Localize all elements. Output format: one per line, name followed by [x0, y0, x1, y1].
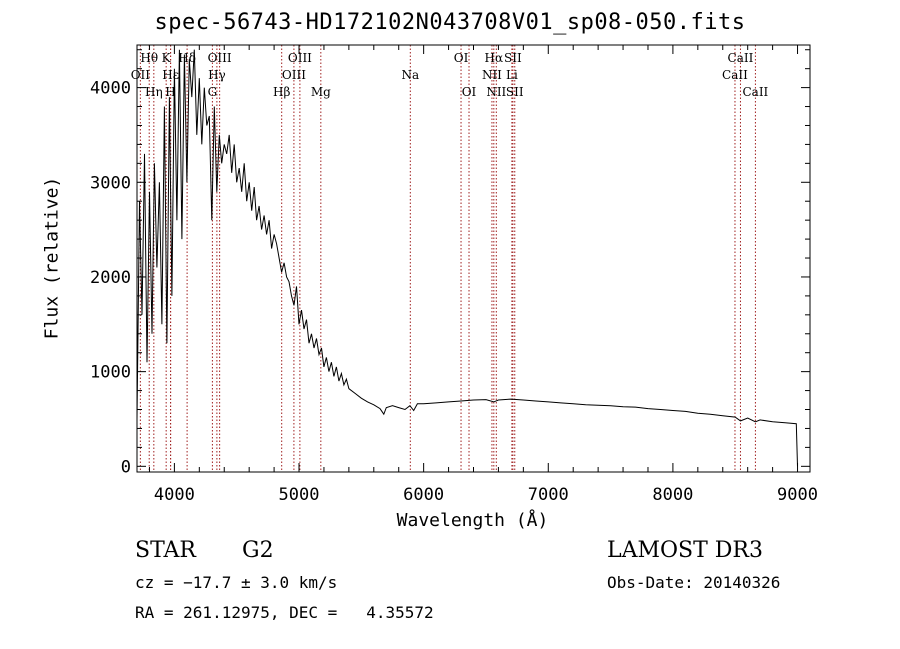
y-tick-label: 4000	[90, 79, 131, 99]
line-marker-label-0: OII	[131, 68, 151, 82]
line-marker-label-11: OIII	[282, 68, 306, 82]
x-axis-label: Wavelength (Å)	[396, 510, 549, 531]
x-tick-label: 9000	[777, 485, 818, 505]
line-marker-label-18: NII	[482, 68, 502, 82]
line-marker-label-6: Hδ	[178, 51, 196, 65]
axis-tick-labels: 4000 5000 6000 7000 8000 9000 0 1000 2000 3000 400…	[90, 79, 818, 505]
object-class: STAR	[135, 538, 196, 563]
line-marker-labels: OII Hθ Hη K Hε H Hδ OIII Hγ G OIII OIII Hβ Mg Na OI OI Hα…	[131, 51, 769, 99]
y-tick-label: 0	[121, 457, 131, 477]
line-marker-label-16: OI	[462, 85, 477, 99]
line-marker-label-21: Li	[506, 68, 518, 82]
x-tick-label: 4000	[154, 485, 195, 505]
line-marker-label-23: CaII	[728, 51, 754, 65]
line-marker-label-8: Hγ	[208, 68, 226, 82]
line-marker-label-10: OIII	[288, 51, 312, 65]
line-marker-label-20: SII	[504, 51, 522, 65]
line-marker-label-9: G	[208, 85, 218, 99]
y-axis-label: Flux (relative)	[41, 176, 63, 340]
line-marker-label-22: SII	[506, 85, 524, 99]
x-tick-label: 7000	[528, 485, 569, 505]
line-marker-label-3: K	[162, 51, 172, 65]
x-tick-label: 6000	[403, 485, 444, 505]
y-tick-label: 3000	[90, 173, 131, 193]
survey-name: LAMOST DR3	[607, 538, 763, 563]
line-marker-label-4: Hε	[162, 68, 179, 82]
line-marker-label-15: OI	[454, 51, 469, 65]
line-marker-label-25: CaII	[742, 85, 768, 99]
coordinates-readout: RA = 261.12975, DEC = 4.35572	[135, 603, 434, 622]
line-marker-label-19: NII	[486, 85, 506, 99]
line-marker-label-1: Hθ	[140, 51, 158, 65]
emission-line-markers	[139, 45, 756, 472]
line-marker-label-24: CaII	[722, 68, 748, 82]
chart-title: spec-56743-HD172102N043708V01_sp08-050.f…	[154, 10, 746, 35]
y-tick-label: 1000	[90, 363, 131, 383]
axis-ticks	[137, 45, 810, 472]
x-tick-label: 8000	[652, 485, 693, 505]
line-marker-label-14: Na	[401, 68, 419, 82]
line-marker-label-13: Mg	[311, 85, 331, 99]
observation-date: Obs-Date: 20140326	[607, 573, 781, 592]
spectral-subclass: G2	[242, 538, 274, 563]
line-marker-label-17: Hα	[485, 51, 504, 65]
line-marker-label-7: OIII	[208, 51, 232, 65]
line-marker-label-12: Hβ	[273, 85, 290, 99]
redshift-readout: cz = −17.7 ± 3.0 km/s	[135, 573, 338, 592]
line-marker-label-2: Hη	[145, 85, 163, 99]
line-marker-label-5: H	[165, 85, 175, 99]
plot-frame	[136, 44, 811, 473]
x-tick-label: 5000	[279, 485, 320, 505]
y-tick-label: 2000	[90, 268, 131, 288]
spectrum-line	[136, 49, 798, 467]
